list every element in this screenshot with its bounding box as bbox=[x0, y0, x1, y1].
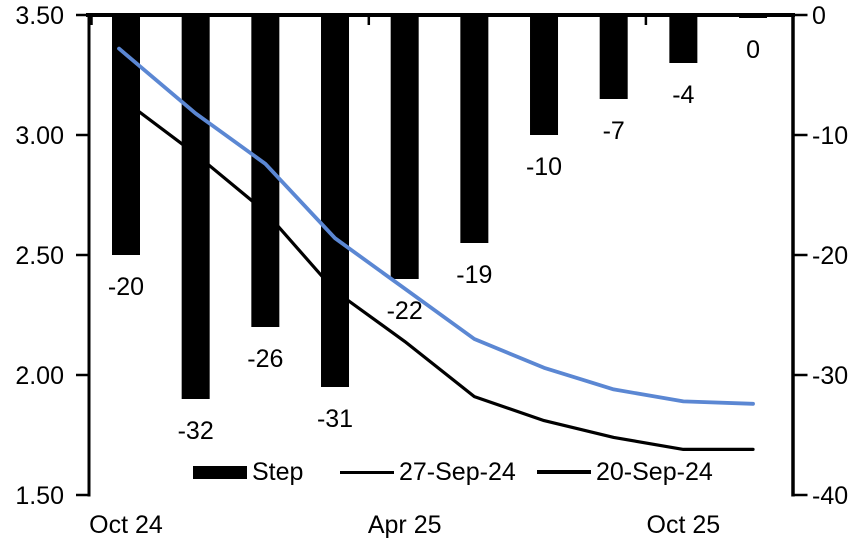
left-axis-tick-label-1: 3.00 bbox=[15, 122, 64, 150]
bar-step-3 bbox=[321, 15, 350, 387]
legend-item-20sep: 20-Sep-24 bbox=[537, 457, 713, 486]
x-axis-label-2: Oct 25 bbox=[647, 511, 721, 539]
x-axis-label-1: Apr 25 bbox=[368, 511, 442, 539]
right-axis-tick-label-4: -40 bbox=[812, 482, 848, 510]
bar-step-0 bbox=[112, 15, 140, 255]
bar-data-label-3: -31 bbox=[317, 405, 353, 433]
right-axis-tick-label-2: -20 bbox=[812, 242, 848, 270]
bar-step-5 bbox=[460, 15, 489, 243]
right-axis-tick-label-1: -10 bbox=[812, 122, 848, 150]
bar-swatch-icon bbox=[193, 465, 247, 479]
left-axis-tick-label-0: 3.50 bbox=[15, 2, 64, 30]
bar-step-7 bbox=[599, 15, 628, 99]
bar-data-label-7: -7 bbox=[603, 117, 625, 145]
bar-data-label-5: -19 bbox=[456, 261, 492, 289]
legend-item-27sep: 27-Sep-24 bbox=[340, 457, 516, 486]
bar-data-label-2: -26 bbox=[247, 345, 283, 373]
right-axis-tick-label-0: 0 bbox=[812, 2, 826, 30]
line-series-20-sep-24 bbox=[117, 46, 755, 406]
bar-step-1 bbox=[181, 15, 210, 399]
x-axis-label-0: Oct 24 bbox=[89, 511, 163, 539]
bar-data-label-1: -32 bbox=[178, 417, 214, 445]
legend-label-20sep: 20-Sep-24 bbox=[596, 457, 713, 486]
bar-data-label-6: -10 bbox=[526, 153, 562, 181]
left-axis-tick-label-3: 2.00 bbox=[15, 362, 64, 390]
bar-step-4 bbox=[390, 15, 419, 279]
legend-item-step: Step bbox=[193, 457, 304, 486]
bar-step-8 bbox=[669, 15, 698, 63]
bar-data-label-0: -20 bbox=[108, 273, 144, 301]
left-axis-tick-label-4: 1.50 bbox=[15, 482, 64, 510]
blue-line-swatch-icon bbox=[537, 470, 591, 474]
bar-step-2 bbox=[251, 15, 280, 327]
bar-data-label-9: 0 bbox=[746, 36, 760, 64]
bar-data-label-8: -4 bbox=[672, 81, 694, 109]
bar-data-label-4: -22 bbox=[387, 297, 423, 325]
legend-label-step: Step bbox=[252, 457, 304, 486]
black-line-swatch-icon bbox=[340, 470, 394, 474]
legend-label-27sep: 27-Sep-24 bbox=[399, 457, 516, 486]
right-axis-tick-label-3: -30 bbox=[812, 362, 848, 390]
line-series-27-sep-24 bbox=[117, 94, 755, 451]
bar-step-6 bbox=[530, 15, 559, 135]
left-axis-tick-label-2: 2.50 bbox=[15, 242, 64, 270]
